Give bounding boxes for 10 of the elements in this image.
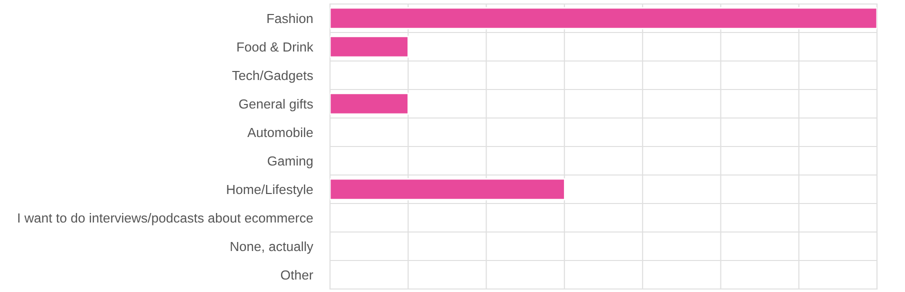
y-tick-label: Home/Lifestyle [227,184,313,197]
y-tick-label: None, actually [230,241,314,254]
y-tick-label: Gaming [268,156,312,168]
y-tick-label: Fashion [267,13,312,24]
y-tick-label: Automobile [247,127,313,138]
y-tick-label: Food & Drink [237,42,314,52]
y-tick-label: Tech/Gadgets [232,70,313,83]
y-tick-label: General gifts [239,98,313,112]
y-tick-label: I want to do interviews/podcasts about ecommerce [18,212,313,226]
y-tick-label: Other [280,270,314,280]
